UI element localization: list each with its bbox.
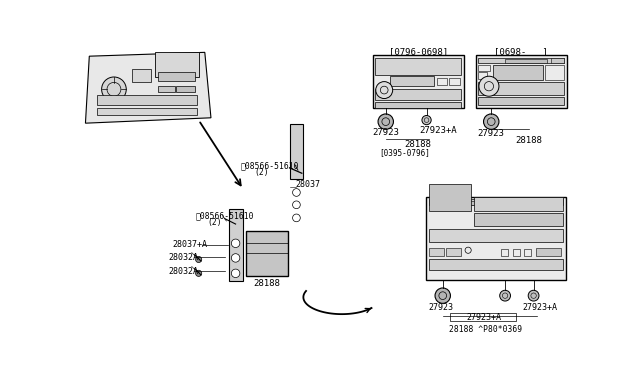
Text: 27923: 27923 [372,128,399,137]
Circle shape [196,256,202,263]
Text: 28188 ^P80*0369: 28188 ^P80*0369 [449,325,522,334]
Bar [478,58,564,63]
Bar [550,58,564,63]
Bar [449,78,460,85]
Text: [0395-0796]: [0395-0796] [380,148,431,157]
Text: 28037+A: 28037+A [172,240,207,249]
Bar [474,197,563,211]
Bar [493,65,543,80]
Bar [478,81,564,96]
Text: Ⓢ08566-51610: Ⓢ08566-51610 [196,211,254,220]
Bar [158,71,195,81]
Text: 27923+A: 27923+A [419,126,457,135]
Text: 28188: 28188 [404,140,431,149]
Text: 28188: 28188 [253,279,280,288]
Circle shape [528,290,539,301]
Bar [97,108,197,115]
Bar [478,73,488,78]
Text: (2): (2) [207,218,221,227]
Bar [451,313,516,321]
Bar [501,250,508,256]
Circle shape [232,239,240,247]
Circle shape [484,114,499,129]
Bar [375,58,461,75]
Bar [158,86,175,92]
Bar [513,250,520,256]
Text: [0698-   ]: [0698- ] [494,47,548,56]
Circle shape [435,288,451,303]
Text: Ⓢ08566-51610: Ⓢ08566-51610 [241,161,300,170]
Text: 27923+A: 27923+A [466,313,501,322]
Bar [176,86,195,92]
Circle shape [232,254,240,262]
Text: 27923: 27923 [429,303,454,312]
Bar [228,209,243,281]
Polygon shape [86,52,211,123]
Circle shape [479,76,499,96]
Bar [476,55,566,108]
Bar [524,250,531,256]
Bar [289,124,303,179]
Bar [429,184,471,211]
Bar [372,55,463,108]
Text: 28037: 28037 [296,180,321,189]
Bar [155,52,200,77]
Bar [429,259,563,270]
Bar [436,78,447,85]
Circle shape [292,214,300,222]
Bar [478,65,490,71]
Circle shape [292,189,300,196]
Circle shape [102,77,126,102]
Bar [536,248,561,256]
Circle shape [378,114,394,129]
Bar [540,199,560,205]
Bar [478,97,564,106]
Bar [429,229,563,242]
Bar [447,201,534,205]
Text: 28032A: 28032A [168,253,198,262]
Bar [474,212,563,226]
Text: 27923: 27923 [478,129,505,138]
Bar [246,231,288,276]
Circle shape [196,270,202,276]
Bar [446,248,461,256]
Bar [545,65,564,80]
Bar [375,89,461,100]
Text: 28032A: 28032A [168,266,198,276]
Bar [132,69,151,81]
Bar [375,102,461,108]
Circle shape [376,81,393,99]
Circle shape [422,115,431,125]
Bar [429,248,444,256]
Text: 27923+A: 27923+A [522,303,557,312]
Bar [505,59,547,63]
Text: [0796-0698]: [0796-0698] [388,47,447,56]
Text: 28188: 28188 [516,136,543,145]
Circle shape [500,290,511,301]
Text: (2): (2) [254,168,269,177]
Circle shape [292,201,300,209]
Bar [390,76,435,86]
Bar [97,96,197,105]
Bar [426,197,566,280]
Circle shape [232,269,240,278]
Bar [429,199,563,205]
